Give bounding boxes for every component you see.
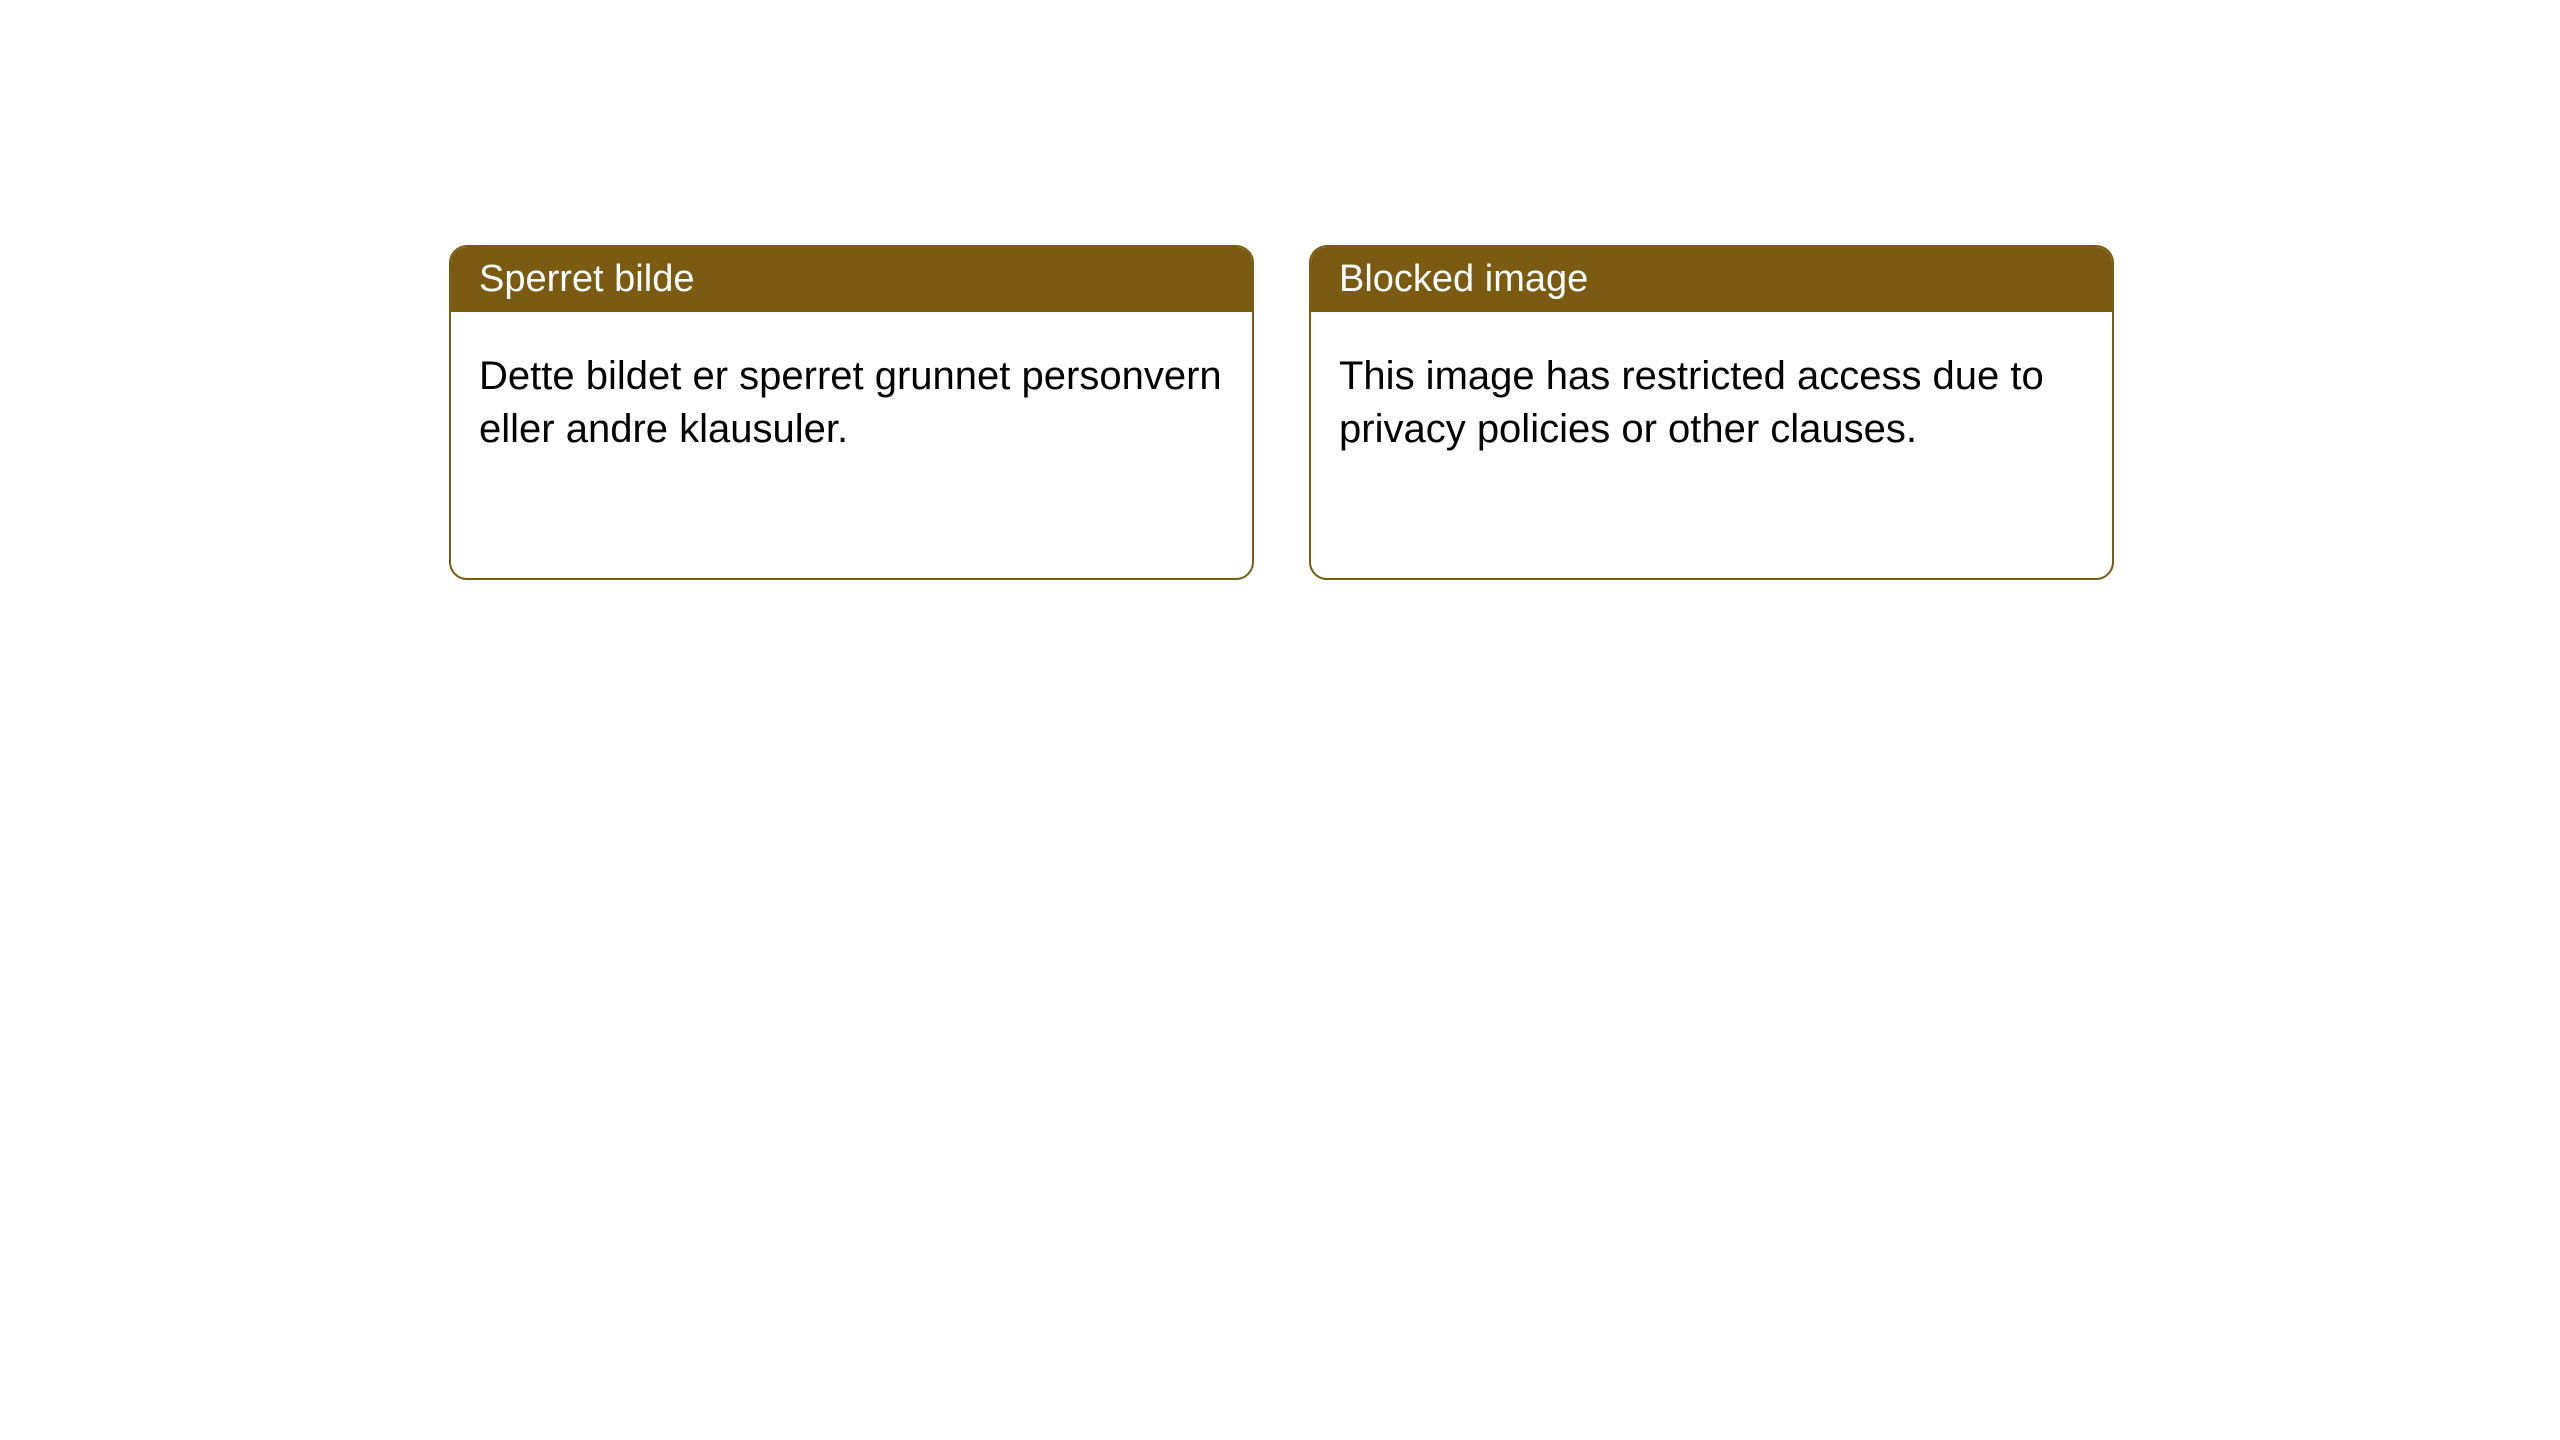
notice-body: Dette bildet er sperret grunnet personve… — [451, 312, 1252, 494]
notice-header: Sperret bilde — [451, 247, 1252, 312]
notice-message: Dette bildet er sperret grunnet personve… — [479, 354, 1222, 451]
notice-card-english: Blocked image This image has restricted … — [1309, 245, 2114, 580]
notice-title: Sperret bilde — [479, 258, 694, 300]
notice-container: Sperret bilde Dette bildet er sperret gr… — [449, 245, 2114, 580]
notice-header: Blocked image — [1311, 247, 2112, 312]
notice-body: This image has restricted access due to … — [1311, 312, 2112, 494]
notice-message: This image has restricted access due to … — [1339, 354, 2044, 451]
notice-title: Blocked image — [1339, 258, 1588, 300]
notice-card-norwegian: Sperret bilde Dette bildet er sperret gr… — [449, 245, 1254, 580]
